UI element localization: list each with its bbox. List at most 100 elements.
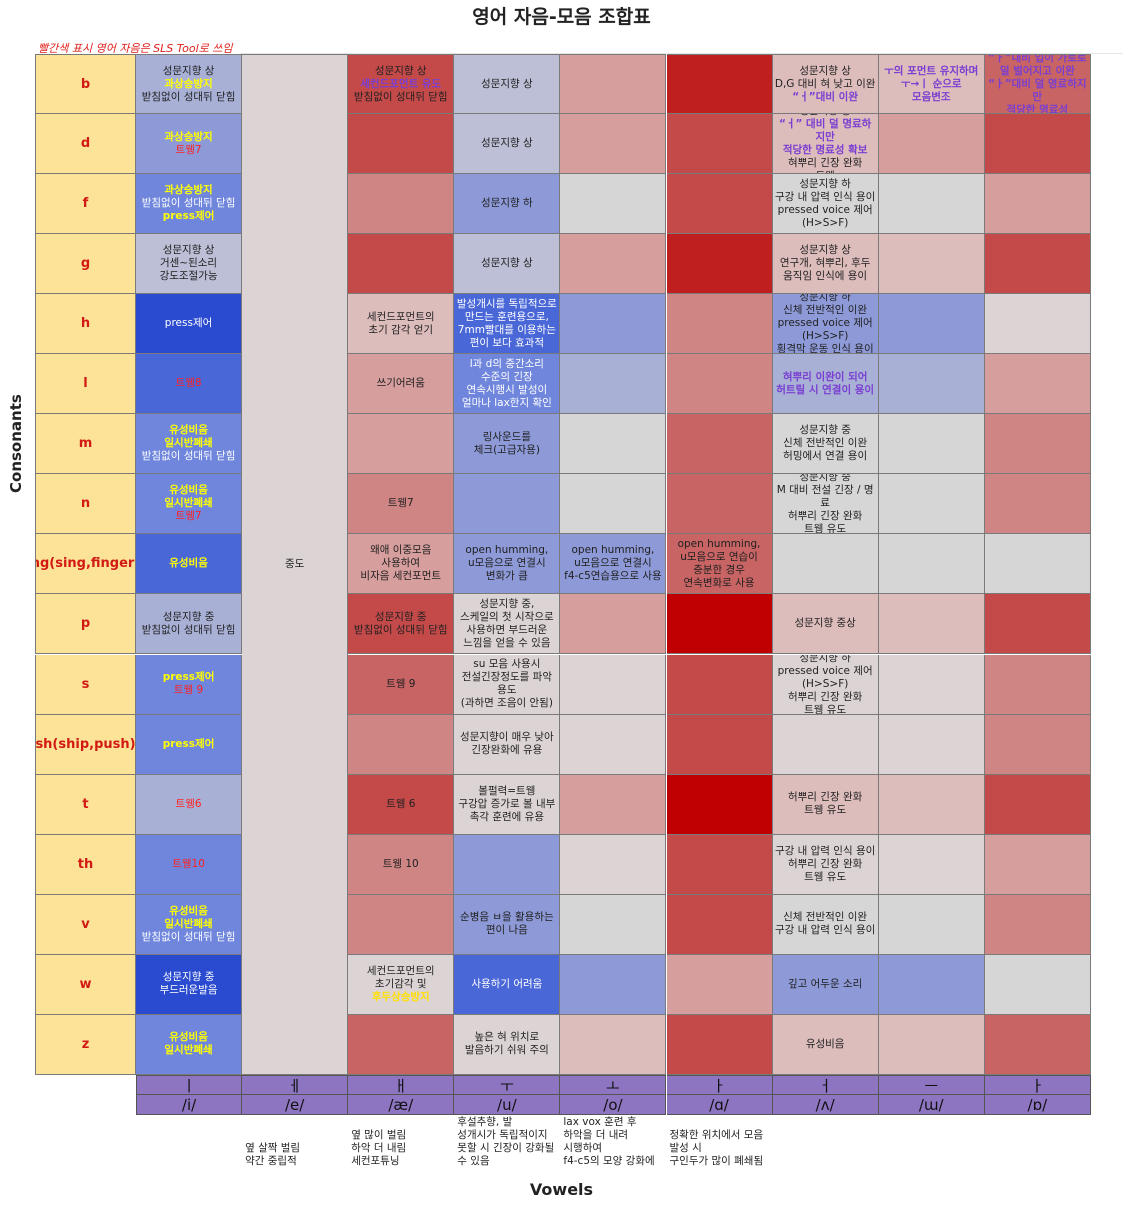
table-cell xyxy=(666,354,773,415)
cell-text: 성문지향 상 연구개, 혀뿌리, 후두 움직임 인식에 용이 xyxy=(780,244,871,283)
cell-line: 과상승방지 xyxy=(164,77,213,90)
table-cell xyxy=(878,714,985,775)
cell-line: 성문지향 중 xyxy=(162,971,215,984)
table-cell: 사용하기 어려움 xyxy=(454,954,561,1015)
table-cell: 트웽10 xyxy=(136,834,243,895)
cell-text: 성문지향 상 D,G 대비 혀 낮고 이완 “ㅓ”대비 이완 xyxy=(775,65,876,104)
cell-line: 트웽 유도 xyxy=(804,870,847,883)
table-cell xyxy=(984,894,1091,955)
cell-line: 받침없이 성대뒤 닫힘 xyxy=(141,197,236,210)
cell-line: 성문지향 상 xyxy=(799,64,851,77)
table-cell xyxy=(560,294,667,355)
y-axis-label: Consonants xyxy=(7,394,25,493)
cell-line: 만드는 훈련용으로, xyxy=(464,310,549,323)
cell-line: 움직임 인식에 용이 xyxy=(783,270,868,283)
cell-text: 링사운드를 체크(고급자용) xyxy=(474,431,540,457)
cell-text: 트웽8 xyxy=(176,377,202,390)
table-cell: 유성비음 일시반폐쇄 트웽7 xyxy=(136,474,243,535)
cell-line: press제어 xyxy=(162,671,215,684)
cell-text: 순병음 ㅂ을 활용하는 편이 나음 xyxy=(460,911,554,937)
cell-line: 구강 내 압력 인식 용이 xyxy=(774,844,876,857)
cell-line: 받침없이 성대뒤 닫힘 xyxy=(141,450,236,463)
table-cell: 성문지향 중 받침없이 성대뒤 닫힘 xyxy=(348,594,455,655)
table-cell: 세컨드포먼트의 초기감각 및 후두상승방지 xyxy=(348,954,455,1015)
consonant-label: w xyxy=(35,954,136,1015)
cell-text: l과 d의 중간소리 수준의 긴장 연속시행시 발성이 얼마나 lax한지 확인 xyxy=(462,358,552,410)
vowel-notes: 옆 살짝 벌림 약간 중립적 옆 많이 벌림 하악 더 내림 세컨포튜닝 후설추향,… xyxy=(136,1116,1091,1176)
cell-line: 트웽7 xyxy=(175,510,202,523)
vowel-hangul: ㅣ xyxy=(136,1075,243,1095)
cell-text: 유성비음 일시반폐쇄 xyxy=(164,1031,212,1057)
cell-line: 충분한 경우 xyxy=(693,563,745,576)
cell-line: “ㅏ”대비 입이 가로로 xyxy=(988,54,1087,64)
table-cell: 성문지향 상 세컨드포먼트 유도 받침없이 성대뒤 닫힘 xyxy=(348,54,455,115)
table-cell xyxy=(878,1014,985,1075)
table-cell: open humming, u모음으로 연결시 변화가 큼 xyxy=(454,534,561,595)
cell-line: 트웽10 xyxy=(172,857,205,870)
table-cell: 성문지향 하 신체 전반적인 이완 pressed voice 제어 (H>S>F) 횡… xyxy=(772,294,879,355)
cell-line: 발성개시를 독립적으로 xyxy=(456,297,557,310)
table-cell: 혀뿌리 이완이 되어 허트릴 시 연결이 용이 xyxy=(772,354,879,415)
table-cell: 성문지향 중 받침없이 성대뒤 닫힘 xyxy=(136,594,243,655)
consonant-label: sh(ship,push) xyxy=(35,714,136,775)
cell-line: 과상승방지 xyxy=(164,184,213,197)
cell-line: 편이 보다 효과적 xyxy=(469,336,544,349)
table-cell xyxy=(560,954,667,1015)
consonant-label: th xyxy=(35,834,136,895)
page-title: 영어 자음-모음 조합표 xyxy=(472,6,651,28)
table-cell xyxy=(878,294,985,355)
table-cell xyxy=(560,714,667,775)
consonant-label: d xyxy=(35,114,136,175)
consonant-label: p xyxy=(35,594,136,655)
table-cell xyxy=(984,414,1091,475)
table-cell: 성문지향 하 xyxy=(454,174,561,235)
cell-text: press제어 xyxy=(163,738,215,751)
consonant-label: g xyxy=(35,234,136,295)
table-cell xyxy=(984,714,1091,775)
table-cell: 깊고 어두운 소리 xyxy=(772,954,879,1015)
cell-line: 초기 감각 얻기 xyxy=(368,323,434,336)
cell-line: 부드러운발음 xyxy=(159,984,218,997)
cell-text: 세컨드포먼트의 초기감각 및 후두상승방지 xyxy=(367,965,435,1004)
cell-line: 트웽6 xyxy=(175,797,202,810)
cell-line: f4-c5연습용으로 사용 xyxy=(564,570,662,583)
cell-text: 유성비음 xyxy=(806,1038,845,1051)
consonant-label: t xyxy=(35,774,136,835)
vowel-note: 옆 많이 벌림 하악 더 내림 세컨포튜닝 xyxy=(351,1129,407,1167)
cell-line: 트웽 9 xyxy=(386,677,416,690)
cell-line: l과 d의 중간소리 xyxy=(469,357,544,370)
table-cell xyxy=(348,714,455,775)
table-cell: 성문지향 상 과상승방지 받침없이 성대뒤 닫힘 xyxy=(136,54,243,115)
table-cell xyxy=(984,114,1091,175)
table-cell: 성문지향 상 거센~된소리 강도조절가능 xyxy=(136,234,243,295)
cell-line: press제어 xyxy=(162,737,215,750)
cell-line: “ㅓ”대비 이완 xyxy=(792,90,859,103)
table-cell xyxy=(348,234,455,295)
cell-line: 트웽8 xyxy=(175,377,202,390)
cell-line: D,G 대비 혀 낮고 이완 xyxy=(774,77,876,90)
table-cell: 트웽6 xyxy=(136,774,243,835)
cell-line: 링사운드를 xyxy=(482,430,531,443)
table-cell: 유성비음 xyxy=(136,534,243,595)
cell-line: 트웽 유도 xyxy=(804,804,847,817)
consonant-label: ng(sing,finger) xyxy=(35,534,136,595)
cell-line: 유성비음 xyxy=(805,1037,845,1050)
cell-line: 허뿌리 긴장 완화 xyxy=(787,510,863,523)
cell-line: 유성비음 xyxy=(169,557,208,570)
cell-line: 세컨드포먼트의 xyxy=(366,964,435,977)
consonant-label: z xyxy=(35,1014,136,1075)
cell-line: “ㅓ” 대비 덜 명료하지만 xyxy=(778,117,872,143)
table-cell: 트웽 9 xyxy=(348,654,455,715)
cell-line: 트웽7 xyxy=(387,497,414,510)
cell-line: 트웽 6 xyxy=(386,797,416,810)
table-cell xyxy=(878,174,985,235)
cell-line: 성문지향 하 xyxy=(799,294,851,304)
cell-line: 편이 나음 xyxy=(485,924,528,937)
cell-text: 과상승방지 트웽7 xyxy=(164,131,212,157)
table-cell: 순병음 ㅂ을 활용하는 편이 나음 xyxy=(454,894,561,955)
table-cell: 성문지향 상 xyxy=(454,234,561,295)
vowel-note: lax vox 훈련 후 하악을 더 내려 시행하여 f4-c5의 모양 강화에 xyxy=(563,1116,655,1167)
cell-line: (과하면 조음이 안됨) xyxy=(460,697,553,710)
